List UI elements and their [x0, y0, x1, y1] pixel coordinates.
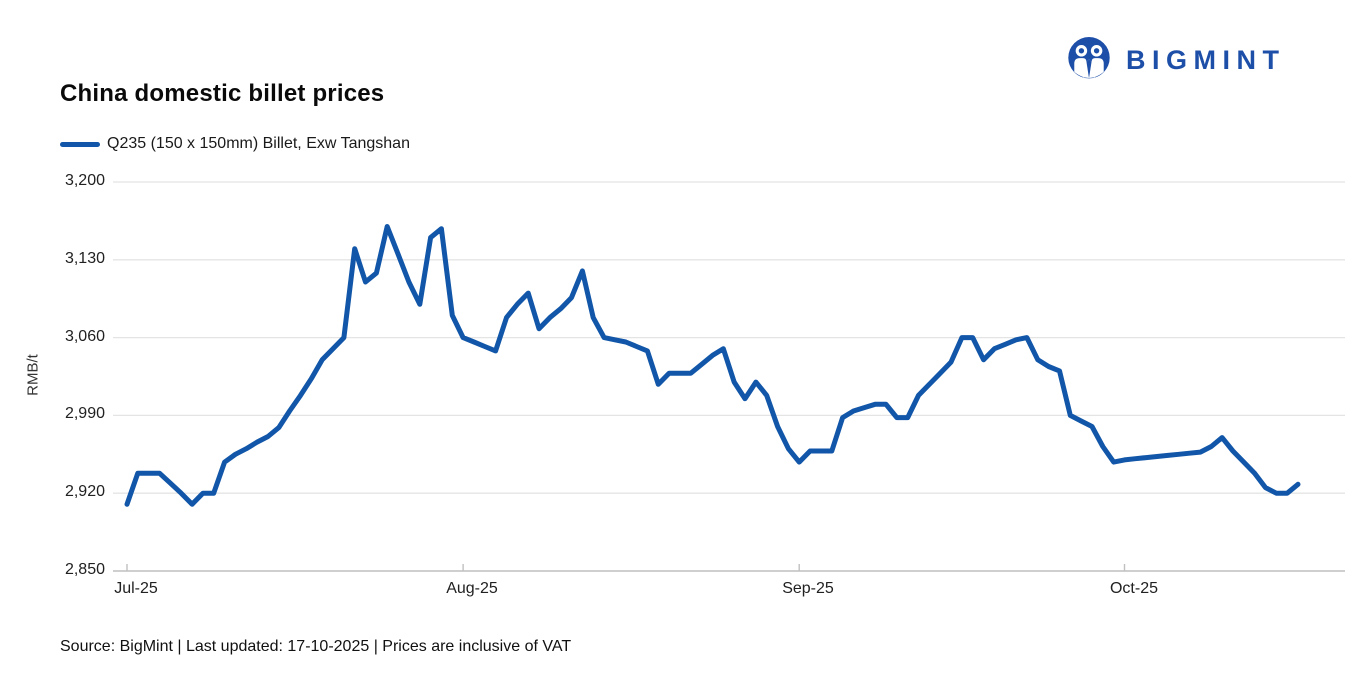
bigmint-logo-text: BIGMINT — [1126, 45, 1286, 75]
y-axis-tick-label: 2,920 — [64, 483, 105, 500]
y-axis-title: RMB/t — [24, 354, 42, 396]
legend-series-label: Q235 (150 x 150mm) Billet, Exw Tangshan — [107, 135, 410, 152]
y-axis-tick-label: 3,060 — [64, 328, 105, 345]
y-axis-tick-label: 3,200 — [64, 172, 105, 189]
bigmint-logo: BIGMINT — [1066, 36, 1286, 84]
y-axis-tick-label: 3,130 — [64, 250, 105, 267]
chart-legend: Q235 (150 x 150mm) Billet, Exw Tangshan — [60, 134, 410, 154]
x-axis-tick-label: Sep-25 — [782, 580, 834, 597]
price-series-line — [124, 224, 1301, 507]
x-axis-tick-label: Aug-25 — [446, 580, 498, 597]
y-axis-tick-label: 2,990 — [64, 405, 105, 422]
bigmint-logo-icon — [1068, 37, 1110, 83]
source-note: Source: BigMint | Last updated: 17-10-20… — [60, 638, 572, 655]
legend-line-swatch — [60, 141, 100, 147]
chart-title: China domestic billet prices — [60, 80, 385, 107]
y-axis-tick-label: 2,850 — [64, 561, 105, 578]
x-axis-tick-label: Oct-25 — [1109, 580, 1158, 597]
x-axis-tick-label: Jul-25 — [114, 580, 158, 597]
